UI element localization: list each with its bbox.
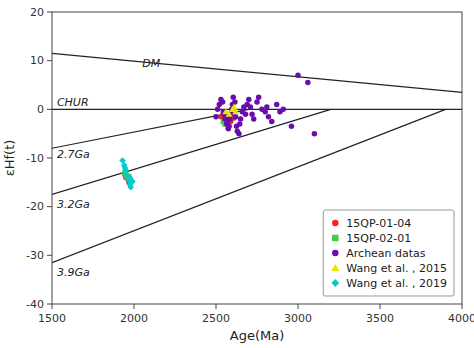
y-tick bbox=[47, 255, 52, 256]
point bbox=[269, 119, 275, 125]
point bbox=[246, 97, 252, 103]
point bbox=[213, 114, 219, 120]
point bbox=[243, 111, 249, 117]
legend-label: Wang et al. , 2015 bbox=[346, 262, 447, 275]
x-tick-label: 4000 bbox=[448, 312, 474, 325]
x-tick bbox=[134, 304, 135, 309]
point bbox=[289, 124, 295, 130]
point bbox=[236, 131, 242, 137]
y-tick-label: -10 bbox=[26, 152, 44, 165]
axes: 1500 2000 2500 3000 3500 4000 -40 -30 -20 -10 0 10 2… bbox=[26, 6, 474, 326]
y-axis-label: εHf(t) bbox=[2, 140, 17, 177]
point bbox=[232, 99, 238, 105]
point bbox=[129, 178, 136, 185]
reference-line-label: 2.7Ga bbox=[57, 148, 90, 161]
legend-marker bbox=[331, 264, 339, 271]
y-tick bbox=[47, 158, 52, 159]
x-tick-label: 1500 bbox=[38, 312, 66, 325]
reference-line bbox=[52, 109, 331, 194]
point bbox=[262, 109, 268, 115]
point bbox=[254, 99, 260, 105]
series bbox=[213, 73, 317, 137]
y-tick-label: -30 bbox=[26, 249, 44, 262]
x-tick bbox=[462, 304, 463, 309]
y-tick-label: -40 bbox=[26, 298, 44, 311]
point bbox=[232, 108, 239, 114]
point bbox=[215, 107, 221, 113]
y-tick bbox=[47, 12, 52, 13]
annotations: DM CHUR 2.7Ga 3.2Ga 3.9Ga bbox=[57, 57, 161, 279]
reference-line-label: DM bbox=[142, 57, 160, 70]
point bbox=[312, 131, 318, 137]
reference-line-label: 3.2Ga bbox=[57, 198, 90, 211]
legend-marker bbox=[331, 279, 339, 287]
legend-label: 15QP-01-04 bbox=[346, 217, 411, 230]
legend: 15QP-01-04 15QP-02-01 Archean datas Wang et… bbox=[323, 210, 454, 296]
point bbox=[237, 121, 243, 127]
point bbox=[227, 116, 233, 122]
point bbox=[128, 179, 135, 186]
legend-label: Archean datas bbox=[346, 247, 426, 260]
y-tick bbox=[47, 206, 52, 207]
series bbox=[119, 157, 135, 190]
y-tick-label: -20 bbox=[26, 200, 44, 213]
point bbox=[249, 111, 255, 117]
plot-frame bbox=[52, 12, 462, 304]
reference-line-label: CHUR bbox=[57, 96, 89, 109]
legend-marker bbox=[332, 235, 339, 242]
point bbox=[256, 94, 262, 100]
point bbox=[295, 73, 301, 79]
point bbox=[231, 103, 238, 109]
point bbox=[248, 104, 254, 110]
x-tick-label: 3500 bbox=[366, 312, 394, 325]
point bbox=[226, 124, 232, 130]
x-tick-label: 2500 bbox=[202, 312, 230, 325]
point bbox=[233, 114, 239, 120]
reference-line bbox=[52, 109, 462, 110]
point bbox=[123, 167, 130, 174]
x-axis-label: Age(Ma) bbox=[230, 328, 284, 343]
x-tick bbox=[216, 304, 217, 309]
reference-line bbox=[52, 109, 249, 148]
y-tick bbox=[47, 304, 52, 305]
point bbox=[264, 104, 270, 110]
x-tick bbox=[52, 304, 53, 309]
point bbox=[220, 99, 226, 105]
series bbox=[122, 116, 231, 182]
point bbox=[266, 114, 272, 120]
reference-line-label: 3.9Ga bbox=[57, 266, 90, 279]
legend-label: Wang et al. , 2019 bbox=[346, 277, 447, 290]
y-tick bbox=[47, 109, 52, 110]
x-tick bbox=[380, 304, 381, 309]
plot-area bbox=[52, 53, 462, 262]
y-tick-label: 0 bbox=[37, 103, 44, 116]
y-tick-label: 10 bbox=[30, 54, 44, 67]
x-tick-label: 3000 bbox=[284, 312, 312, 325]
point bbox=[238, 116, 244, 122]
point bbox=[251, 116, 257, 122]
legend-box bbox=[323, 210, 454, 296]
point bbox=[280, 107, 286, 113]
y-tick-label: 20 bbox=[30, 6, 44, 19]
series bbox=[222, 103, 239, 116]
y-tick bbox=[47, 60, 52, 61]
point bbox=[127, 184, 134, 191]
legend-marker bbox=[332, 220, 339, 227]
legend-marker bbox=[332, 250, 339, 257]
chart: 1500 2000 2500 3000 3500 4000 -40 -30 -20 -10 0 10 2… bbox=[0, 0, 474, 348]
legend-label: 15QP-02-01 bbox=[346, 232, 411, 245]
x-tick-label: 2000 bbox=[120, 312, 148, 325]
point bbox=[230, 94, 236, 100]
x-tick bbox=[298, 304, 299, 309]
reference-line bbox=[52, 109, 446, 262]
point bbox=[305, 80, 311, 86]
point bbox=[274, 102, 280, 108]
series bbox=[122, 110, 237, 185]
reference-line bbox=[52, 53, 462, 92]
